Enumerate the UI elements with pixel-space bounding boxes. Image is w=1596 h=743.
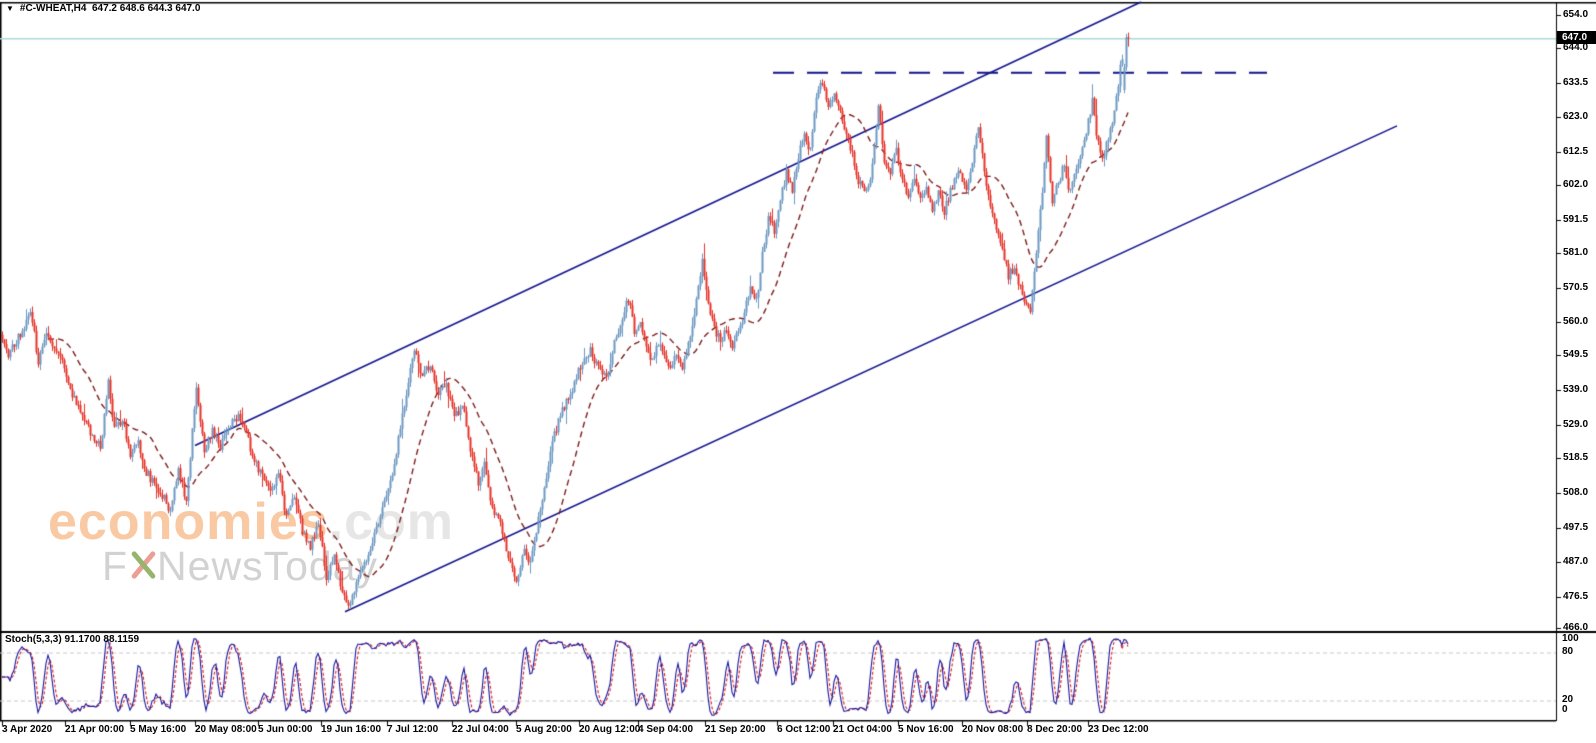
current-price-badge: 647.0	[1557, 31, 1596, 44]
price-tick-label: 602.0	[1563, 179, 1589, 190]
price-tick-label: 633.5	[1563, 77, 1589, 88]
price-tick-label: 466.0	[1563, 622, 1589, 633]
indicator-k-value: 91.1700	[64, 634, 101, 645]
time-tick-label: 21 Oct 04:00	[833, 724, 892, 735]
time-tick-label: 23 Dec 12:00	[1088, 724, 1149, 735]
time-tick-label: 7 Jul 12:00	[387, 724, 439, 735]
price-tick-label: 539.0	[1563, 384, 1589, 395]
time-tick-label: 21 Sep 20:00	[705, 724, 766, 735]
time-tick-label: 20 May 08:00	[195, 724, 257, 735]
price-tick-label: 644.0	[1563, 42, 1589, 53]
price-tick-label: 529.0	[1563, 419, 1589, 430]
price-tick-label: 560.0	[1563, 316, 1589, 327]
price-tick-label: 591.5	[1563, 214, 1589, 225]
price-tick-label: 654.0	[1563, 9, 1589, 20]
symbol-dropdown-icon[interactable]: ▼	[6, 4, 14, 13]
price-tick-label: 508.0	[1563, 487, 1589, 498]
price-tick-label: 581.0	[1563, 247, 1589, 258]
price-tick-label: 623.0	[1563, 111, 1589, 122]
time-tick-label: 8 Dec 20:00	[1027, 724, 1083, 735]
price-tick-label: 549.5	[1563, 349, 1589, 360]
symbol-title: #C-WHEAT,H4	[19, 3, 87, 14]
time-tick-label: 5 May 16:00	[130, 724, 187, 735]
ohlc-values: 647.2 648.6 644.3 647.0	[91, 3, 201, 14]
time-tick-label: 4 Sep 04:00	[638, 724, 694, 735]
price-tick-label: 570.5	[1563, 282, 1589, 293]
time-tick-label: 5 Nov 16:00	[898, 724, 954, 735]
indicator-scale-label: 20	[1562, 694, 1574, 705]
price-tick-label: 518.5	[1563, 452, 1589, 463]
chart-title-bar: ▼ #C-WHEAT,H4 647.2 648.6 644.3 647.0	[6, 3, 200, 14]
time-tick-label: 6 Oct 12:00	[777, 724, 831, 735]
indicator-name: Stoch(5,3,3)	[5, 634, 62, 645]
time-tick-label: 5 Jun 00:00	[258, 724, 313, 735]
price-tick-label: 487.0	[1563, 556, 1589, 567]
time-tick-label: 20 Aug 12:00	[579, 724, 641, 735]
time-tick-label: 19 Jun 16:00	[321, 724, 382, 735]
price-tick-label: 612.5	[1563, 146, 1589, 157]
time-tick-label: 20 Nov 08:00	[962, 724, 1024, 735]
time-tick-label: 21 Apr 00:00	[65, 724, 125, 735]
indicator-label: Stoch(5,3,3) 91.1700 88.1159	[5, 634, 139, 645]
price-tick-label: 497.5	[1563, 522, 1589, 533]
time-tick-label: 5 Aug 20:00	[516, 724, 572, 735]
price-tick-label: 476.5	[1563, 591, 1589, 602]
indicator-scale-label: 0	[1562, 704, 1568, 715]
time-tick-label: 3 Apr 2020	[2, 724, 53, 735]
indicator-d-value: 88.1159	[103, 634, 140, 645]
indicator-scale-label: 80	[1562, 646, 1574, 657]
indicator-scale-label: 100	[1562, 633, 1579, 644]
time-tick-label: 22 Jul 04:00	[452, 724, 509, 735]
